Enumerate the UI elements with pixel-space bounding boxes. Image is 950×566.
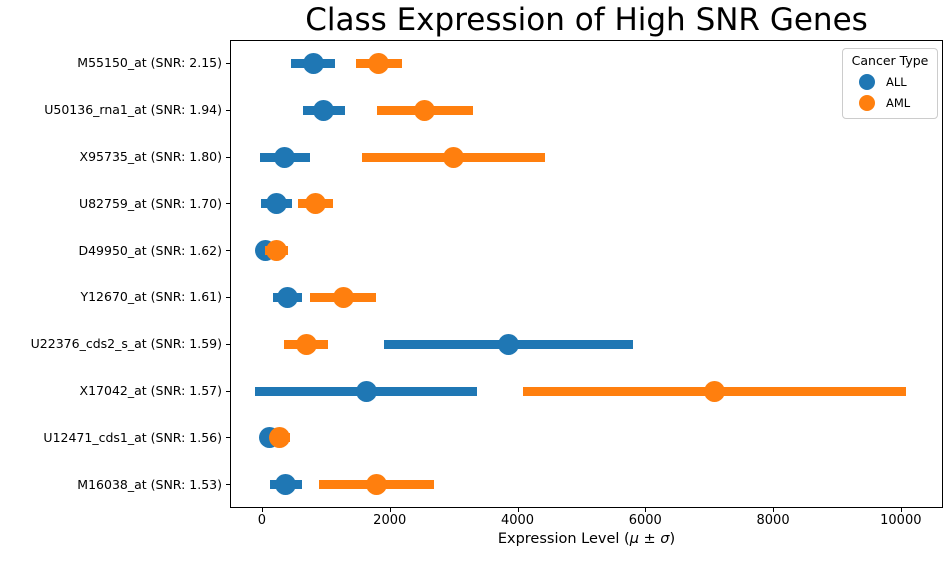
x-tick-mark (389, 508, 391, 512)
x-tick-mark (517, 508, 519, 512)
data-point-all (277, 286, 298, 308)
y-tick-mark (226, 437, 230, 439)
x-tick-label: 8000 (756, 513, 790, 528)
x-tick-label: 0 (257, 513, 267, 528)
data-point-all (313, 99, 335, 121)
data-point-aml (269, 427, 291, 449)
data-point-all (275, 474, 297, 496)
legend-items: ALL AML (849, 71, 931, 113)
legend: Cancer Type ALL AML (842, 48, 938, 119)
data-point-aml (305, 193, 327, 215)
y-tick-label: M55150_at (SNR: 2.15) (77, 55, 222, 71)
x-tick-mark (261, 508, 263, 512)
legend-marker-icon (859, 73, 875, 90)
legend-item-aml: AML (849, 92, 931, 113)
chart-title: Class Expression of High SNR Genes (305, 2, 868, 38)
plot-area (230, 40, 943, 508)
data-point-aml (414, 99, 436, 121)
legend-item-label: ALL (886, 74, 907, 89)
y-tick-mark (226, 250, 230, 252)
legend-marker-icon (859, 94, 875, 111)
y-tick-label: M16038_at (SNR: 1.53) (77, 476, 222, 492)
y-tick-mark (226, 390, 230, 392)
y-tick-label: Y12670_at (SNR: 1.61) (80, 289, 222, 305)
legend-title: Cancer Type (851, 53, 929, 68)
x-tick-mark (900, 508, 902, 512)
y-tick-mark (226, 203, 230, 205)
x-tick-label: 2000 (373, 513, 407, 528)
data-point-aml (703, 380, 725, 402)
x-tick-mark (773, 508, 775, 512)
data-point-aml (295, 333, 317, 355)
data-point-all (274, 146, 296, 168)
y-tick-mark (226, 484, 230, 486)
y-tick-label: U12471_cds1_at (SNR: 1.56) (43, 429, 222, 445)
data-point-all (355, 380, 377, 402)
data-point-all (266, 193, 288, 215)
data-point-aml (366, 474, 388, 496)
legend-item-label: AML (886, 95, 911, 110)
x-tick-mark (645, 508, 647, 512)
y-tick-mark (226, 343, 230, 345)
x-tick-label: 10000 (880, 513, 922, 528)
data-point-all (302, 52, 324, 74)
data-point-all (498, 333, 520, 355)
y-tick-label: U22376_cds2_s_at (SNR: 1.59) (30, 336, 222, 352)
y-tick-mark (226, 62, 230, 64)
data-point-aml (368, 52, 390, 74)
data-point-aml (332, 286, 354, 308)
y-tick-mark (226, 296, 230, 298)
y-tick-mark (226, 156, 230, 158)
x-tick-label: 4000 (500, 513, 535, 528)
y-tick-label: U50136_rna1_at (SNR: 1.94) (44, 102, 222, 118)
data-point-aml (443, 146, 465, 168)
y-tick-mark (226, 109, 230, 111)
y-tick-label: D49950_at (SNR: 1.62) (78, 242, 222, 258)
data-point-aml (266, 240, 288, 262)
x-axis-title: Expression Level (μ ± σ) (497, 531, 676, 547)
y-tick-label: U82759_at (SNR: 1.70) (78, 195, 222, 211)
x-tick-label: 6000 (628, 513, 662, 528)
y-tick-label: X17042_at (SNR: 1.57) (79, 383, 222, 398)
y-tick-label: X95735_at (SNR: 1.80) (79, 149, 222, 164)
legend-item-all: ALL (849, 71, 931, 92)
